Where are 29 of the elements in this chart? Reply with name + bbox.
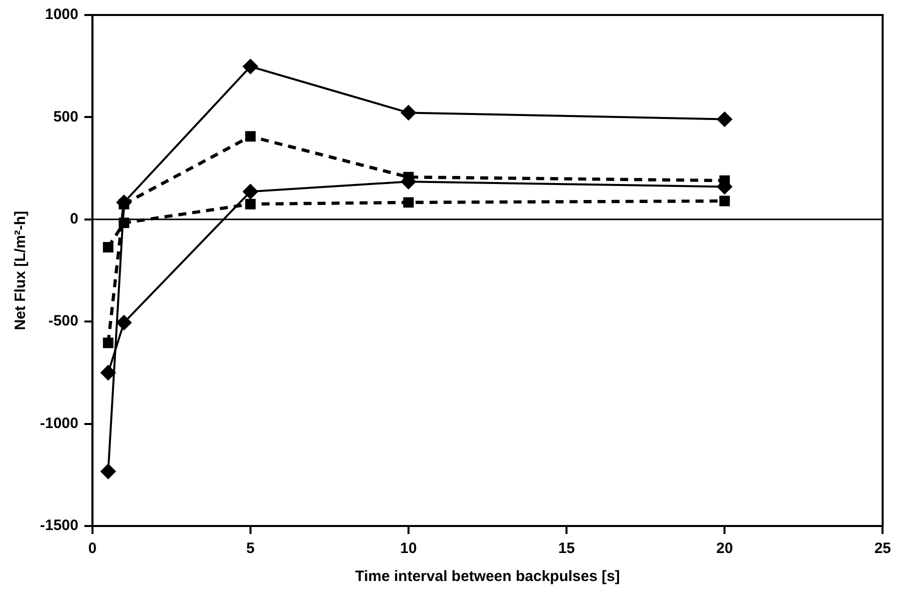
point	[116, 194, 132, 210]
point	[719, 175, 730, 186]
point	[116, 314, 132, 330]
x-tick-label: 0	[88, 540, 97, 558]
y-tick-label: 500	[53, 108, 78, 126]
point	[242, 184, 258, 200]
point	[245, 198, 256, 210]
point	[403, 197, 414, 208]
point	[102, 242, 114, 252]
y-tick-label: 0	[70, 210, 78, 228]
point	[400, 105, 416, 120]
x-tick-label: 5	[246, 540, 255, 558]
point	[100, 365, 116, 380]
point	[100, 464, 116, 480]
y-tick-label: -500	[48, 312, 78, 330]
y-tick-label: -1000	[40, 414, 78, 432]
point	[719, 196, 730, 206]
y-tick-label: 1000	[44, 6, 78, 24]
x-tick-label: 15	[558, 540, 575, 558]
x-tick-label: 20	[716, 540, 733, 558]
x-tick-label: 25	[874, 540, 891, 558]
x-tick-label: 10	[400, 540, 417, 558]
point	[242, 58, 258, 74]
point	[716, 112, 732, 127]
y-axis-title: Net Flux [L/m²-h]	[12, 210, 30, 330]
y-tick-label: -1500	[40, 517, 78, 534]
point	[102, 338, 114, 348]
point	[245, 131, 256, 142]
x-axis-title: Time interval between backpulses [s]	[355, 568, 620, 586]
